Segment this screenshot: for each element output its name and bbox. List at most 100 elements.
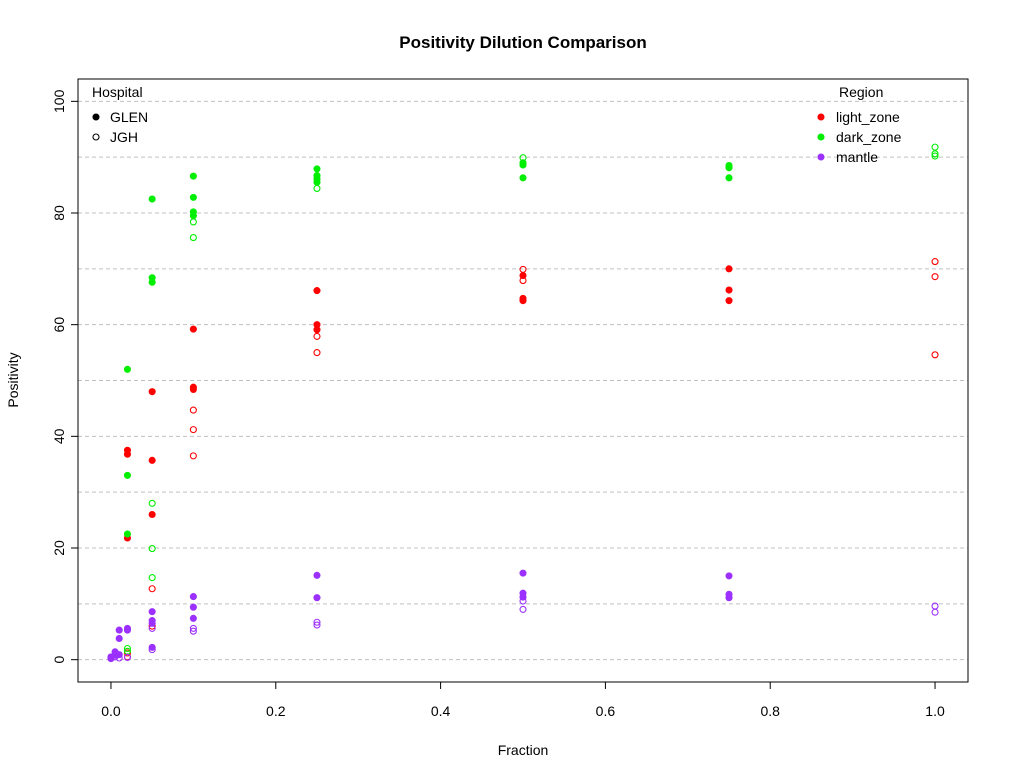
y-tick-label: 80 [51,205,67,221]
y-axis-label: Positivity [5,352,21,407]
x-axis: 0.0 0.2 0.4 0.6 0.8 1.0 [101,681,945,719]
point-dark_zone-glen [123,365,131,373]
point-mantle-glen [313,571,321,579]
point-mantle-jgh [931,608,939,616]
point-dark_zone-glen [313,165,321,173]
point-mantle-jgh [519,597,527,605]
point-dark_zone-jgh [148,574,156,582]
point-mantle-glen [189,593,197,601]
legend-marker-jgh [92,133,100,141]
point-dark_zone-jgh [931,150,939,158]
point-dark_zone-jgh [519,154,527,162]
point-light_zone-jgh [931,273,939,281]
x-tick-label: 0.4 [431,703,451,719]
point-dark_zone-jgh [148,545,156,553]
point-light_zone-glen [189,385,197,393]
point-mantle-jgh [313,618,321,626]
point-mantle-jgh [189,624,197,632]
point-dark_zone-jgh [313,184,321,192]
x-tick-label: 0.2 [266,703,286,719]
point-mantle-jgh [107,654,115,663]
legend-hospital-title: Hospital [92,84,143,100]
point-dark_zone-glen [725,164,733,172]
point-dark_zone-jgh [931,152,939,160]
point-mantle-glen [115,626,123,634]
legend-region-title: Region [839,84,883,100]
y-tick-label: 60 [51,317,67,333]
point-dark_zone-jgh [123,644,131,653]
point-dark_zone-jgh [931,143,939,151]
point-mantle-jgh [148,646,156,654]
legend-label-mantle: mantle [836,149,878,165]
point-light_zone-glen [519,297,527,305]
point-dark_zone-glen [148,278,156,286]
point-light_zone-jgh [189,406,197,414]
point-dark_zone-glen [189,212,197,220]
point-dark_zone-glen [189,172,197,180]
point-light_zone-jgh [189,452,197,460]
legend-label-light-zone: light_zone [836,109,900,125]
data-points [107,143,939,663]
legend-marker-light-zone [817,113,825,121]
point-dark_zone-glen [519,174,527,182]
point-mantle-glen [148,608,156,616]
point-light_zone-glen [123,450,131,458]
point-light_zone-glen [725,286,733,294]
point-light_zone-jgh [313,349,321,357]
point-light_zone-jgh [931,351,939,359]
point-mantle-glen [148,643,156,651]
point-mantle-glen [115,634,123,643]
point-mantle-jgh [313,621,321,629]
legend-marker-glen [92,113,100,121]
legend-marker-mantle [817,153,825,161]
point-mantle-glen [123,626,131,634]
point-mantle-glen [519,569,527,577]
point-mantle-jgh [519,605,527,613]
point-light_zone-glen [148,456,156,464]
point-light_zone-glen [148,388,156,396]
point-mantle-glen [313,594,321,602]
point-light_zone-glen [313,326,321,334]
point-light_zone-jgh [148,585,156,593]
point-mantle-jgh [123,653,131,661]
point-dark_zone-jgh [189,234,197,242]
y-tick-label: 20 [51,540,67,556]
point-dark_zone-glen [123,471,131,479]
point-light_zone-jgh [519,277,527,285]
point-mantle-jgh [189,627,197,635]
x-tick-label: 0.8 [760,703,780,719]
point-dark_zone-glen [123,530,131,538]
point-light_zone-glen [725,297,733,305]
point-light_zone-jgh [519,265,527,273]
point-mantle-glen [725,594,733,602]
legend-hospital: Hospital GLEN JGH [92,84,148,145]
point-mantle-jgh [148,624,156,632]
y-tick-label: 100 [51,89,67,113]
point-light_zone-jgh [313,332,321,340]
point-dark_zone-glen [148,195,156,203]
point-light_zone-glen [189,325,197,333]
point-light_zone-jgh [931,258,939,266]
x-tick-label: 1.0 [925,703,945,719]
point-mantle-jgh [111,653,119,661]
point-mantle-glen [148,619,156,627]
x-tick-label: 0.6 [596,703,616,719]
point-dark_zone-glen [725,174,733,182]
x-tick-label: 0.0 [101,703,121,719]
legend-label-dark-zone: dark_zone [836,129,902,145]
point-dark_zone-glen [189,193,197,201]
point-mantle-glen [725,572,733,580]
point-dark_zone-glen [519,161,527,169]
point-light_zone-glen [148,510,156,519]
point-light_zone-jgh [189,426,197,434]
y-axis: 0 20 40 60 80 100 [51,89,79,664]
y-tick-label: 40 [51,428,67,444]
point-light_zone-glen [725,265,733,273]
legend-marker-dark-zone [817,133,825,141]
x-axis-label: Fraction [498,742,549,758]
point-light_zone-glen [313,287,321,295]
y-tick-label: 0 [51,656,67,664]
